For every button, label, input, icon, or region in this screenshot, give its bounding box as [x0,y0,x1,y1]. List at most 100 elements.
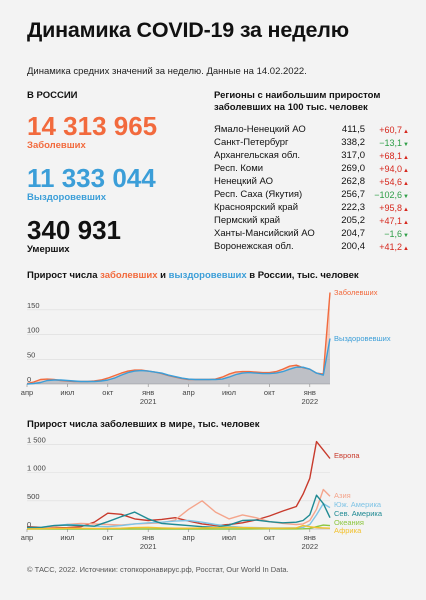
infected-value: 14 313 965 [27,111,158,141]
region-delta-value: −13,1 [379,137,403,148]
series-label: Сев. Америка [334,509,383,518]
russia-stats: В РОССИИ 14 313 965 Заболевших 11 333 04… [27,90,202,269]
region-delta-value: +41,2 [379,241,403,252]
chart1-title-part1: Прирост числа [27,270,101,281]
recovered-value: 11 333 044 [27,163,156,193]
russia-header: В РОССИИ [27,90,78,101]
region-delta: +60,7▲ [365,125,409,135]
region-value: 262,8 [341,176,365,187]
region-delta-value: +94,0 [379,163,403,174]
year-label: 2022 [301,542,318,551]
region-name: Пермский край [214,215,281,226]
region-value: 256,7 [341,189,365,200]
regions-header: Регионы с наибольшим приростом заболевши… [214,90,414,114]
series-area [27,338,330,384]
series-line [26,338,331,385]
series-label: Выздоровевших [334,334,391,343]
x-tick-label: апр [21,388,33,397]
recovered-label: Выздоровевших [27,192,107,203]
region-row: Архангельская обл. 317,0 +68,1▲ [214,149,414,162]
chart1-title-part3: и [157,270,169,281]
series-line [26,440,331,529]
x-tick-label: апр [182,388,194,397]
x-tick-label: апр [21,533,33,542]
region-delta: +95,8▲ [365,203,409,213]
chart-russia: 0 50 100 150 Заболевших Выздоровевших апр июл ок… [21,288,391,406]
x-tick-label: янв [142,533,154,542]
triangle-up-icon: ▲ [403,180,409,187]
x-tick-label: янв [304,533,316,542]
x-tick-label: июл [60,533,74,542]
chart2-title: Прирост числа заболевших в мире, тыс. че… [27,419,260,430]
deaths-value: 340 931 [27,215,121,245]
x-tick-label: янв [304,388,316,397]
series-label: Европа [334,451,360,460]
y-tick-label: 500 [27,492,40,501]
region-name: Респ. Коми [214,163,264,174]
triangle-up-icon: ▲ [403,245,409,252]
x-tick-label: окт [102,533,114,542]
x-tick-label: июл [60,388,74,397]
triangle-up-icon: ▲ [403,154,409,161]
region-delta-value: −1,6 [384,228,403,239]
region-delta: −1,6▼ [365,229,409,239]
triangle-down-icon: ▼ [403,193,409,200]
series-area [27,292,330,384]
regions-table: Регионы с наибольшим приростом заболевши… [214,90,414,253]
x-tick-label: окт [264,388,276,397]
triangle-up-icon: ▲ [403,128,409,135]
region-delta: −102,6▼ [365,190,409,200]
region-value: 204,7 [341,228,365,239]
y-tick-label: 1 500 [27,435,46,444]
chart1-title-recovered: выздоровевших [168,270,247,281]
region-delta-value: −102,6 [374,189,403,200]
series-label: Африка [334,526,362,535]
series-label: Юж. Америка [334,500,382,509]
region-delta-value: +68,1 [379,150,403,161]
triangle-down-icon: ▼ [403,141,409,148]
regions-rows: Ямало-Ненецкий АО 411,5 +60,7▲ Санкт-Петерб… [214,123,414,253]
chart1-title-part5: в России, тыс. человек [246,270,359,281]
regions-header-line1: Регионы с наибольшим приростом [214,90,381,101]
deaths-label: Умерших [27,244,70,255]
y-tick-label: 150 [27,301,40,310]
region-row: Воронежская обл. 200,4 +41,2▲ [214,240,414,253]
region-value: 200,4 [341,241,365,252]
year-label: 2022 [301,397,318,406]
region-name: Архангельская обл. [214,150,301,161]
x-tick-label: июл [222,388,236,397]
x-tick-label: янв [142,388,154,397]
region-delta-value: +54,6 [379,176,403,187]
region-delta: +41,2▲ [365,242,409,252]
region-name: Ненецкий АО [214,176,274,187]
region-value: 317,0 [341,150,365,161]
region-delta: −13,1▼ [365,138,409,148]
x-tick-label: июл [222,533,236,542]
triangle-up-icon: ▲ [403,167,409,174]
triangle-up-icon: ▲ [403,206,409,213]
region-row: Красноярский край 222,3 +95,8▲ [214,201,414,214]
region-delta-value: +47,1 [379,215,403,226]
x-tick-label: окт [102,388,114,397]
triangle-up-icon: ▲ [403,219,409,226]
region-delta-value: +60,7 [379,124,403,135]
region-row: Пермский край 205,2 +47,1▲ [214,214,414,227]
region-row: Санкт-Петербург 338,2 −13,1▼ [214,136,414,149]
regions-header-line2: заболевших на 100 тыс. человек [214,102,368,113]
page-subtitle: Динамика средних значений за неделю. Дан… [27,66,307,77]
x-tick-label: окт [264,533,276,542]
year-label: 2021 [140,542,157,551]
infected-label: Заболевших [27,140,86,151]
region-row: Респ. Коми 269,0 +94,0▲ [214,162,414,175]
region-delta: +68,1▲ [365,151,409,161]
region-value: 205,2 [341,215,365,226]
region-name: Воронежская обл. [214,241,294,252]
region-delta: +47,1▲ [365,216,409,226]
region-value: 338,2 [341,137,365,148]
series-label: Азия [334,491,351,500]
series-label: Океания [334,518,364,527]
x-tick-label: апр [182,533,194,542]
y-tick-label: 50 [27,350,35,359]
series-line [26,488,331,530]
series-line [26,494,331,529]
